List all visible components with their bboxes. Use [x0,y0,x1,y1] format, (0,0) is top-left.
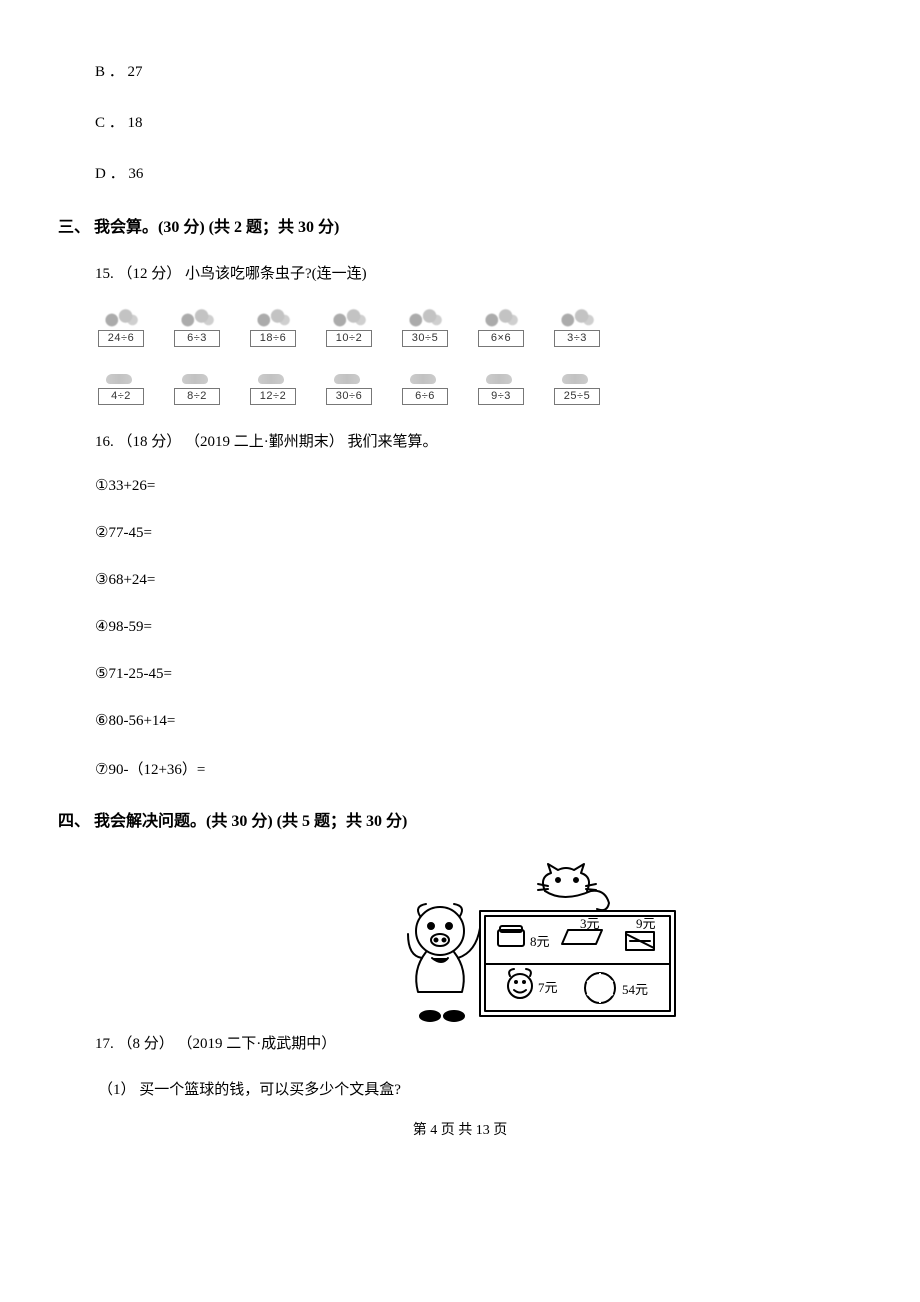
bug-icon [402,372,448,386]
bird-label: 18÷6 [250,330,296,347]
q15-text: 15. （12 分） 小鸟该吃哪条虫子?(连一连) [95,262,860,283]
option-b: B ． 27 [95,60,860,81]
q16-item: ①33+26= [95,476,860,495]
bird-icon [478,308,524,328]
q17-sub1: （1） 买一个篮球的钱，可以买多少个文具盒? [98,1078,860,1099]
q15-birds-row: 24÷6 6÷3 18÷6 10÷2 30÷5 6×6 3÷3 [92,308,860,347]
bug-icon [554,372,600,386]
bug-label: 8÷2 [174,388,220,405]
bug-label: 6÷6 [402,388,448,405]
bug-card: 9÷3 [472,372,530,405]
bug-label: 9÷3 [478,388,524,405]
bird-icon [326,308,372,328]
q17-text: 17. （8 分） （2019 二下·成武期中） [95,1032,860,1053]
bird-icon [98,308,144,328]
bug-label: 25÷5 [554,388,600,405]
q17-illustration: 8元 3元 9元 7元 54元 [380,856,690,1026]
bird-icon [174,308,220,328]
bird-label: 24÷6 [98,330,144,347]
price-notebook: 9元 [636,916,656,931]
bug-card: 12÷2 [244,372,302,405]
price-pencilcase: 8元 [530,934,550,949]
bird-card: 10÷2 [320,308,378,347]
bird-card: 24÷6 [92,308,150,347]
bird-card: 18÷6 [244,308,302,347]
bird-icon [402,308,448,328]
bird-icon [250,308,296,328]
price-basketball: 54元 [622,982,648,997]
bug-label: 4÷2 [98,388,144,405]
bird-card: 6×6 [472,308,530,347]
q16-item: ④98-59= [95,617,860,636]
bug-label: 30÷6 [326,388,372,405]
bug-card: 4÷2 [92,372,150,405]
bird-label: 6×6 [478,330,524,347]
bird-label: 3÷3 [554,330,600,347]
bird-label: 30÷5 [402,330,448,347]
price-doll: 7元 [538,980,558,995]
q16-item: ⑥80-56+14= [95,711,860,730]
section-3-heading: 三、 我会算。(30 分) (共 2 题；共 30 分) [58,213,860,237]
q16-item: ⑤71-25-45= [95,664,860,683]
bird-card: 3÷3 [548,308,606,347]
section-4-heading: 四、 我会解决问题。(共 30 分) (共 5 题；共 30 分) [58,807,860,831]
bird-card: 6÷3 [168,308,226,347]
bird-icon [554,308,600,328]
bug-card: 8÷2 [168,372,226,405]
bug-label: 12÷2 [250,388,296,405]
page-footer: 第 4 页 共 13 页 [60,1119,860,1139]
bug-card: 6÷6 [396,372,454,405]
bug-card: 30÷6 [320,372,378,405]
bug-icon [250,372,296,386]
bird-label: 10÷2 [326,330,372,347]
q16-item: ⑦90-（12+36）= [95,758,860,779]
bug-card: 25÷5 [548,372,606,405]
price-eraser: 3元 [580,916,600,931]
bug-icon [174,372,220,386]
q15-bugs-row: 4÷2 8÷2 12÷2 30÷6 6÷6 9÷3 25÷5 [92,372,860,405]
q16-item: ③68+24= [95,570,860,589]
bird-label: 6÷3 [174,330,220,347]
bug-icon [98,372,144,386]
q16-text: 16. （18 分） （2019 二上·鄞州期末） 我们来笔算。 [95,430,860,451]
bird-card: 30÷5 [396,308,454,347]
option-c: C ． 18 [95,111,860,132]
bug-icon [326,372,372,386]
option-d: D ． 36 [95,162,860,183]
bug-icon [478,372,524,386]
q16-item: ②77-45= [95,523,860,542]
